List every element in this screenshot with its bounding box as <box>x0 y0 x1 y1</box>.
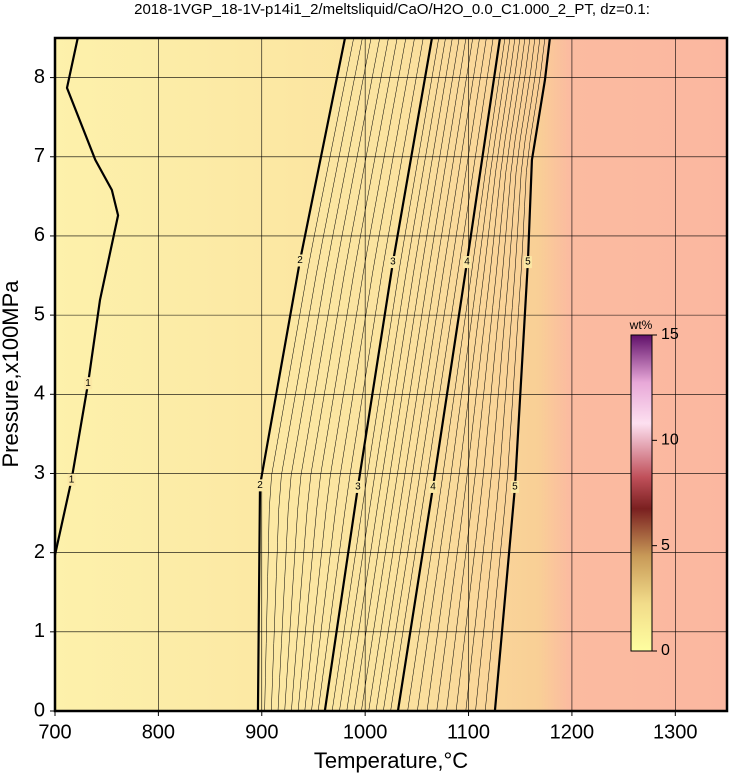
minor-contour <box>484 38 546 711</box>
contour-label-bg <box>388 256 397 269</box>
contour-label: 4 <box>464 257 470 268</box>
x-tick-label: 900 <box>245 721 278 743</box>
y-tick-label: 8 <box>34 66 45 88</box>
x-tick-label: 1300 <box>653 721 698 743</box>
minor-contour <box>291 38 389 711</box>
minor-contour <box>264 38 354 711</box>
contour-label: 4 <box>430 482 436 493</box>
minor-contour <box>317 38 424 711</box>
contours: 1 1 2 2 3 3 4 4 5 5 <box>55 38 551 711</box>
y-tick-label: 6 <box>34 224 45 246</box>
minor-contour <box>407 38 506 711</box>
contour-label-bg <box>462 256 471 269</box>
y-tick-label: 7 <box>34 145 45 167</box>
colorbar-label: wt% <box>629 318 653 332</box>
minor-contour <box>331 38 439 711</box>
minor-contour <box>271 38 363 711</box>
contour-label: 3 <box>390 257 396 268</box>
y-tick-label: 0 <box>34 699 45 721</box>
contour-label: 2 <box>257 480 263 491</box>
contour-label-bg <box>510 480 519 493</box>
plot-background <box>55 38 727 711</box>
colorbar-tick-label: 5 <box>661 537 670 554</box>
contour-label-bg <box>256 479 265 492</box>
contour-label: 1 <box>85 378 91 389</box>
minor-contour <box>383 38 487 711</box>
y-tick-label: 3 <box>34 462 45 484</box>
minor-contour <box>436 38 521 711</box>
contour-line <box>323 38 434 711</box>
minor-contour <box>375 38 480 711</box>
minor-contour <box>361 38 467 711</box>
grid <box>54 38 727 712</box>
minor-contour <box>297 38 398 711</box>
contour-label-bg <box>523 256 532 269</box>
minor-contour <box>368 38 474 711</box>
contour-line <box>256 38 347 711</box>
colorbar-tick-label: 10 <box>661 432 679 449</box>
colorbar-tick-label: 15 <box>661 326 679 343</box>
minor-contour <box>353 38 460 711</box>
minor-contour <box>311 38 415 711</box>
colorbar-tick-label: 0 <box>661 642 670 659</box>
minor-contour <box>426 38 516 711</box>
x-tick-label: 800 <box>142 721 175 743</box>
x-tick-label: 1200 <box>550 721 595 743</box>
minor-contour <box>417 38 511 711</box>
contour-label-bg <box>353 480 362 493</box>
minor-contour <box>277 38 372 711</box>
y-tick-label: 5 <box>34 303 45 325</box>
minor-contour <box>455 38 531 711</box>
contour-label: 5 <box>512 482 518 493</box>
minor-contour <box>304 38 407 711</box>
x-tick-label: 1000 <box>343 721 388 743</box>
minor-contour <box>284 38 381 711</box>
y-tick-label: 4 <box>34 383 45 405</box>
contour-label: 1 <box>69 474 75 485</box>
minor-contour <box>465 38 536 711</box>
x-tick-label: 1100 <box>447 721 490 743</box>
contour-line <box>493 38 551 711</box>
contour-line <box>396 38 502 711</box>
contour-label-bg <box>67 473 76 486</box>
contour-label: 3 <box>355 482 361 493</box>
minor-contour <box>339 38 446 711</box>
contour-label: 5 <box>525 257 531 268</box>
minor-contour <box>346 38 453 711</box>
contour-line <box>55 38 120 556</box>
contour-label-bg <box>84 377 93 390</box>
chart-title: 2018-1VGP_18-1V-p14i1_2/meltsliquid/CaO/… <box>134 1 650 18</box>
x-tick-label: 700 <box>38 721 71 743</box>
contour-label-bg <box>428 480 437 493</box>
plot-frame <box>53 36 729 713</box>
minor-contour <box>390 38 494 711</box>
x-axis-label: Temperature,°C <box>314 748 468 773</box>
y-axis-label: Pressure,x100MPa <box>0 280 23 468</box>
minor-contour <box>446 38 526 711</box>
y-tick-label: 2 <box>34 541 45 563</box>
minor-contour <box>475 38 541 711</box>
contour-label-bg <box>296 254 305 267</box>
y-tick-label: 1 <box>34 620 45 642</box>
contour-label: 2 <box>297 255 303 266</box>
colorbar <box>630 334 653 652</box>
